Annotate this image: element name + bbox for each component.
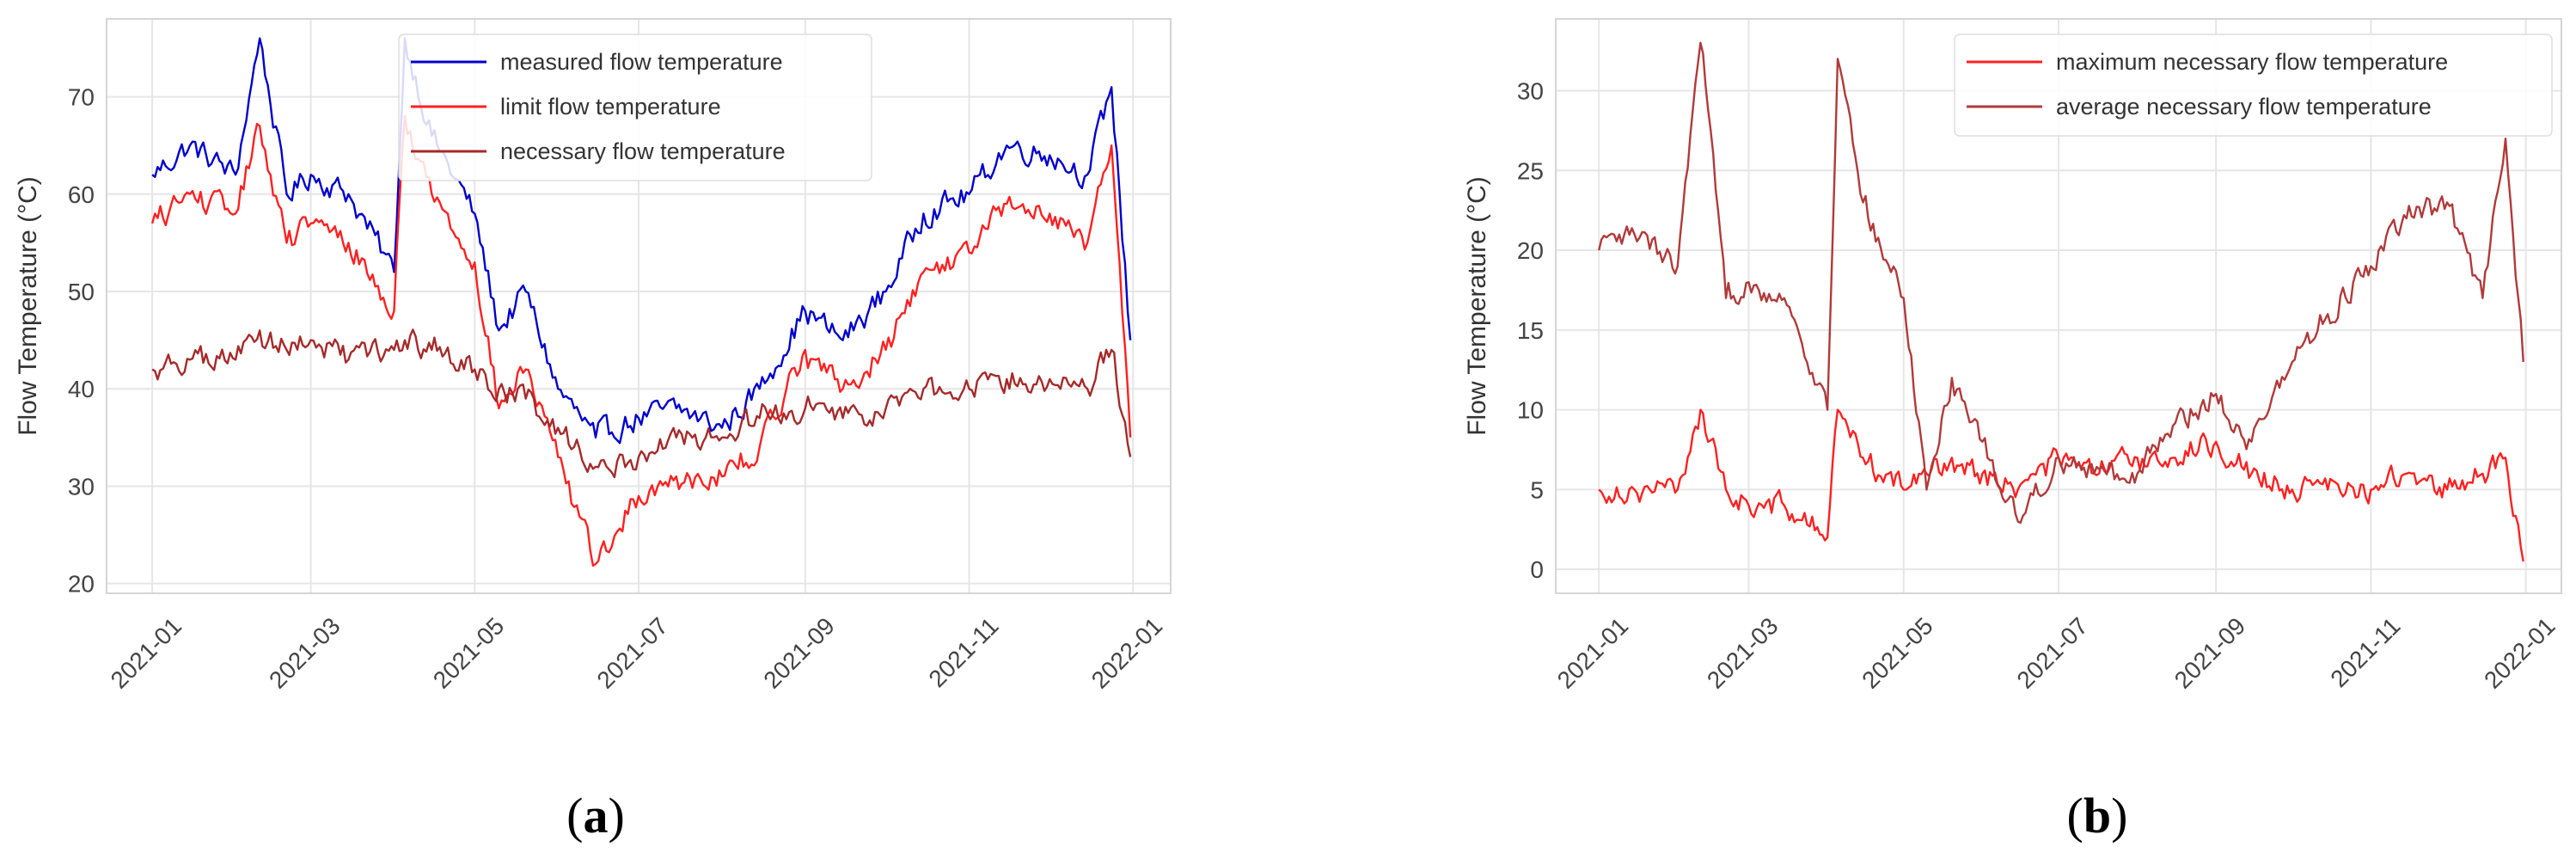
series-line — [150, 114, 1132, 567]
y-tick-label: 40 — [68, 376, 95, 402]
y-tick-label: 60 — [68, 181, 95, 208]
plot-frame-b — [1555, 18, 2562, 594]
legend-b: maximum necessary flow temperature averag… — [1954, 34, 2553, 137]
y-tick-label: 10 — [1517, 397, 1544, 424]
plot-frame-a — [106, 18, 1172, 594]
series-lines-b — [1598, 41, 2524, 562]
legend-entry: average necessary flow temperature — [2056, 94, 2432, 120]
caption-a: (a) — [566, 788, 625, 844]
x-tick-labels-b: 2021-01 2021-03 2021-05 2021-07 2021-09 2021-… — [1552, 612, 2561, 694]
y-tick-label: 5 — [1530, 476, 1544, 503]
x-tick-label: 2021-05 — [1857, 612, 1938, 694]
x-tick-label: 2021-11 — [923, 612, 1003, 692]
y-tick-label: 50 — [68, 279, 95, 305]
series-line — [151, 328, 1132, 479]
y-tick-label: 0 — [1530, 556, 1544, 583]
series-line — [151, 37, 1132, 445]
x-tick-label: 2021-09 — [758, 612, 840, 694]
x-tick-label: 2021-01 — [1552, 612, 1634, 694]
y-tick-label: 70 — [68, 84, 95, 111]
x-tick-labels-a: 2021-01 2021-03 2021-05 2021-07 2021-09 2021-… — [106, 612, 1168, 694]
x-tick-label: 2021-03 — [1702, 612, 1784, 694]
y-tick-label: 25 — [1517, 157, 1544, 184]
y-tick-label: 20 — [68, 571, 95, 598]
y-tick-labels-a: 20 30 40 50 60 70 — [68, 84, 95, 598]
series-line — [1598, 41, 2524, 525]
x-tick-label: 2021-01 — [106, 612, 187, 694]
x-tick-label: 2022-01 — [2479, 612, 2561, 694]
x-tick-label: 2021-07 — [2011, 612, 2093, 694]
x-tick-label: 2021-05 — [428, 612, 510, 694]
y-tick-label: 15 — [1517, 317, 1544, 344]
legend-entry: maximum necessary flow temperature — [2056, 49, 2448, 75]
legend-a: measured flow temperature limit flow temp… — [398, 34, 872, 181]
y-axis-label-b: Flow Temperature (°C) — [1463, 176, 1491, 436]
caption-b: (b) — [2067, 788, 2128, 844]
x-tick-label: 2021-03 — [264, 612, 346, 694]
legend-entry: necessary flow temperature — [500, 138, 786, 164]
legend-entry: measured flow temperature — [500, 49, 783, 75]
legend-entry: limit flow temperature — [500, 94, 721, 120]
x-tick-label: 2021-07 — [591, 612, 673, 694]
series-lines-a — [150, 37, 1132, 567]
legend-box — [398, 34, 872, 181]
legend-box — [1954, 34, 2553, 137]
x-tick-label: 2022-01 — [1086, 612, 1168, 694]
x-tick-label: 2021-09 — [2169, 612, 2251, 694]
y-tick-label: 30 — [68, 473, 95, 500]
y-tick-label: 20 — [1517, 237, 1544, 264]
y-tick-labels-b: 0 5 10 15 20 25 30 — [1517, 78, 1544, 584]
y-axis-label-a: Flow Temperature (°C) — [14, 176, 42, 436]
y-tick-label: 30 — [1517, 78, 1544, 105]
x-tick-label: 2021-11 — [2325, 612, 2405, 692]
